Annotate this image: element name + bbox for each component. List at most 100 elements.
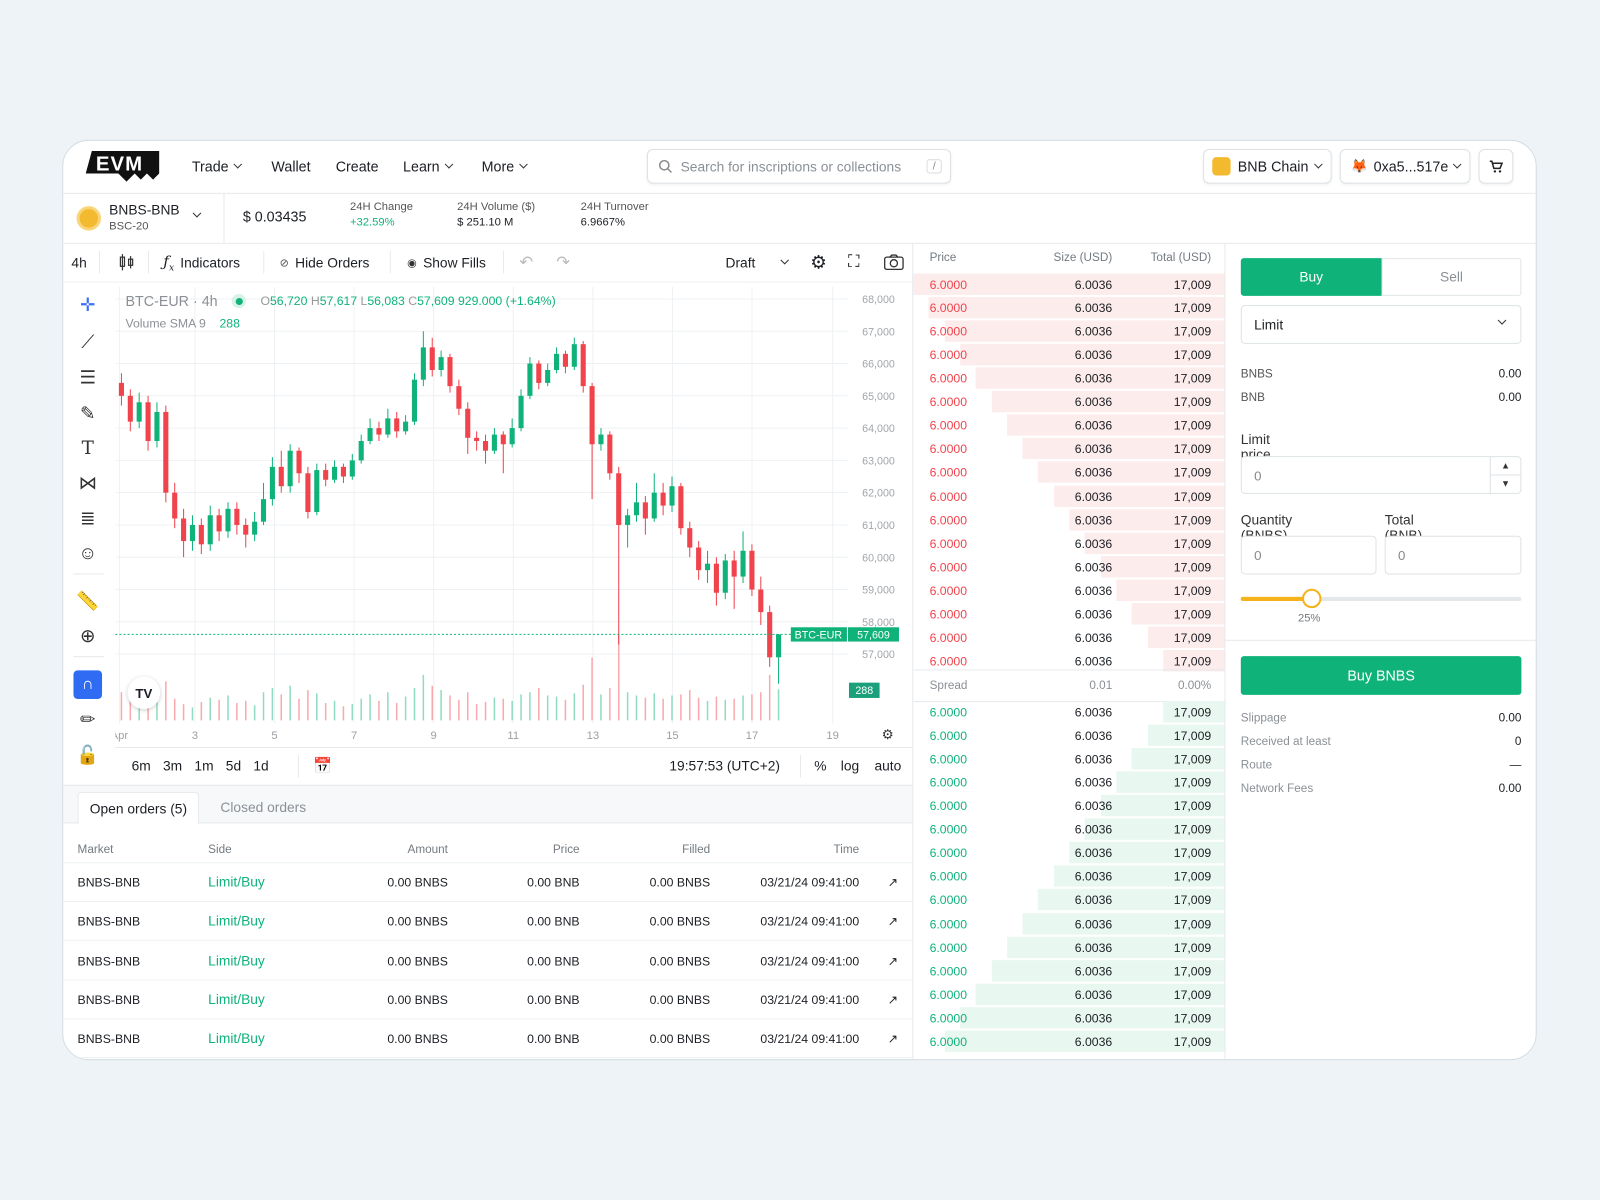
range-button-5d[interactable]: 5d: [225, 758, 242, 774]
percent-scale-toggle[interactable]: %: [814, 758, 827, 774]
orderbook-row-asks[interactable]: 6.0000 6.0036 17,009: [913, 602, 1226, 625]
buy-tab[interactable]: Buy: [1240, 258, 1382, 296]
range-button-1m[interactable]: 1m: [194, 758, 214, 774]
orderbook-row-asks[interactable]: 6.0000 6.0036 17,009: [913, 438, 1226, 460]
search-icon: [658, 159, 672, 173]
orderbook-row-asks[interactable]: 6.0000 6.0036 17,009: [913, 461, 1226, 484]
orderbook-row-asks[interactable]: 6.0000 6.0036 17,009: [913, 555, 1226, 578]
orderbook-row-bids[interactable]: 6.0000 6.0036 17,009: [913, 865, 1226, 888]
tab-open-orders[interactable]: Open orders (5): [77, 791, 200, 825]
orderbook-row-bids[interactable]: 6.0000 6.0036 17,009: [913, 701, 1226, 723]
x-tick-label: 17: [746, 730, 758, 742]
range-button-3m[interactable]: 3m: [163, 758, 183, 774]
nav-wallet[interactable]: Wallet: [271, 158, 310, 174]
horizontal-lines-tool[interactable]: ☰: [79, 366, 96, 388]
order-type-select[interactable]: Limit: [1240, 305, 1522, 344]
pair-selector[interactable]: BNBS-BNB BSC-20: [76, 202, 206, 237]
trend-line-tool[interactable]: ⟋: [81, 331, 95, 352]
chart-type-button[interactable]: [118, 243, 134, 282]
orderbook-row-bids[interactable]: 6.0000 6.0036 17,009: [913, 1030, 1226, 1052]
orderbook-row-bids[interactable]: 6.0000 6.0036 17,009: [913, 771, 1226, 794]
brush-tool[interactable]: ✎: [80, 402, 96, 423]
auto-scale-toggle[interactable]: auto: [874, 758, 902, 774]
sell-tab[interactable]: Sell: [1381, 258, 1522, 296]
nav-trade[interactable]: Trade: [192, 158, 243, 174]
nav-more[interactable]: More: [482, 158, 528, 174]
orderbook-row-asks[interactable]: 6.0000 6.0036 17,009: [913, 579, 1226, 601]
nav-learn[interactable]: Learn: [403, 158, 454, 174]
undo-button[interactable]: ↶: [519, 243, 533, 282]
orderbook-row-asks[interactable]: 6.0000 6.0036 17,009: [913, 273, 1226, 295]
amount-slider[interactable]: [1240, 588, 1522, 609]
pattern-tool[interactable]: ⋈: [78, 471, 97, 493]
log-scale-toggle[interactable]: log: [840, 758, 860, 774]
orderbook-row-asks[interactable]: 6.0000 6.0036 17,009: [913, 320, 1226, 342]
screenshot-button[interactable]: [884, 243, 904, 282]
unlock-icon[interactable]: 🔓: [76, 744, 100, 765]
orderbook-row-asks[interactable]: 6.0000 6.0036 17,009: [913, 367, 1226, 390]
orderbook-row-asks[interactable]: 6.0000 6.0036 17,009: [913, 532, 1226, 554]
external-link-icon[interactable]: ↗: [887, 875, 898, 890]
external-link-icon[interactable]: ↗: [887, 1031, 898, 1047]
orderbook-row-asks[interactable]: 6.0000 6.0036 17,009: [913, 508, 1226, 531]
external-link-icon[interactable]: ↗: [887, 953, 898, 968]
date-range-icon[interactable]: 📅: [313, 757, 333, 775]
limit-price-input[interactable]: 0 ▲ ▼: [1240, 456, 1522, 494]
magnet-icon[interactable]: ∩: [73, 670, 103, 699]
interval-button[interactable]: 4h: [71, 243, 86, 282]
fib-tool[interactable]: ≣: [80, 507, 96, 529]
layout-dropdown[interactable]: Draft: [726, 243, 790, 282]
decrement-icon[interactable]: ▼: [1501, 478, 1511, 489]
orderbook-row-bids[interactable]: 6.0000 6.0036 17,009: [913, 818, 1226, 841]
order-side: Limit/Buy: [208, 913, 265, 929]
chart-settings-button[interactable]: ⚙: [810, 243, 826, 282]
orderbook-row-bids[interactable]: 6.0000 6.0036 17,009: [913, 724, 1226, 746]
show-fills-button[interactable]: ◉ Show Fills: [407, 243, 486, 282]
orderbook-row-asks[interactable]: 6.0000 6.0036 17,009: [913, 626, 1226, 648]
wallet-button[interactable]: 🦊 0xa5...517e: [1339, 148, 1471, 184]
slider-thumb[interactable]: [1301, 588, 1322, 609]
lock-drawings-icon[interactable]: ✏: [80, 708, 96, 730]
orderbook-row-bids[interactable]: 6.0000 6.0036 17,009: [913, 959, 1226, 982]
orderbook-row-asks[interactable]: 6.0000 6.0036 17,009: [913, 485, 1226, 507]
orderbook-row-bids[interactable]: 6.0000 6.0036 17,009: [913, 1006, 1226, 1029]
orderbook-row-bids[interactable]: 6.0000 6.0036 17,009: [913, 889, 1226, 911]
orderbook-row-bids[interactable]: 6.0000 6.0036 17,009: [913, 795, 1226, 817]
chain-selector[interactable]: BNB Chain: [1203, 148, 1332, 184]
buy-submit-button[interactable]: Buy BNBS: [1240, 656, 1522, 695]
tab-closed-orders[interactable]: Closed orders: [220, 799, 307, 816]
zoom-in-icon[interactable]: ⊕: [80, 624, 96, 646]
orderbook-row-asks[interactable]: 6.0000 6.0036 17,009: [913, 344, 1226, 366]
orderbook-row-asks[interactable]: 6.0000 6.0036 17,009: [913, 649, 1226, 672]
search-input[interactable]: Search for inscriptions or collections /: [646, 148, 952, 184]
total-input[interactable]: 0: [1384, 535, 1522, 575]
external-link-icon[interactable]: ↗: [887, 914, 898, 929]
price-stepper[interactable]: ▲ ▼: [1489, 457, 1521, 493]
orderbook-row-bids[interactable]: 6.0000 6.0036 17,009: [913, 936, 1226, 958]
quantity-input[interactable]: 0: [1240, 535, 1377, 575]
orderbook-row-asks[interactable]: 6.0000 6.0036 17,009: [913, 414, 1226, 437]
text-tool[interactable]: T: [81, 437, 94, 459]
emoji-icon[interactable]: ☺: [78, 542, 98, 563]
range-button-1d[interactable]: 1d: [253, 758, 269, 774]
cart-button[interactable]: [1478, 148, 1514, 184]
orderbook-row-bids[interactable]: 6.0000 6.0036 17,009: [913, 912, 1226, 935]
redo-button[interactable]: ↷: [556, 243, 570, 282]
increment-icon[interactable]: ▲: [1490, 457, 1521, 476]
crosshair-tool[interactable]: ✛: [80, 294, 96, 315]
orderbook-row-bids[interactable]: 6.0000 6.0036 17,009: [913, 983, 1226, 1005]
axis-settings-icon[interactable]: ⚙: [882, 727, 894, 742]
price-chart[interactable]: Apr 3 5 7 9 11 13 15 17 19 68,000 67,000 66,000 65,00…: [115, 286, 912, 748]
external-link-icon[interactable]: ↗: [887, 992, 898, 1008]
orderbook-row-bids[interactable]: 6.0000 6.0036 17,009: [913, 748, 1226, 770]
fullscreen-button[interactable]: ⛶: [848, 243, 859, 282]
indicators-button[interactable]: ƒx Indicators: [163, 243, 240, 282]
ruler-tool[interactable]: 📏: [76, 590, 100, 611]
orderbook-row-bids[interactable]: 6.0000 6.0036 17,009: [913, 842, 1226, 864]
nav-create[interactable]: Create: [336, 158, 379, 174]
hide-orders-button[interactable]: ⊘ Hide Orders: [280, 243, 370, 282]
range-button-6m[interactable]: 6m: [131, 758, 151, 774]
orderbook-row-asks[interactable]: 6.0000 6.0036 17,009: [913, 391, 1226, 413]
orderbook-row-asks[interactable]: 6.0000 6.0036 17,009: [913, 296, 1226, 319]
evm-logo[interactable]: EVM: [85, 151, 162, 184]
